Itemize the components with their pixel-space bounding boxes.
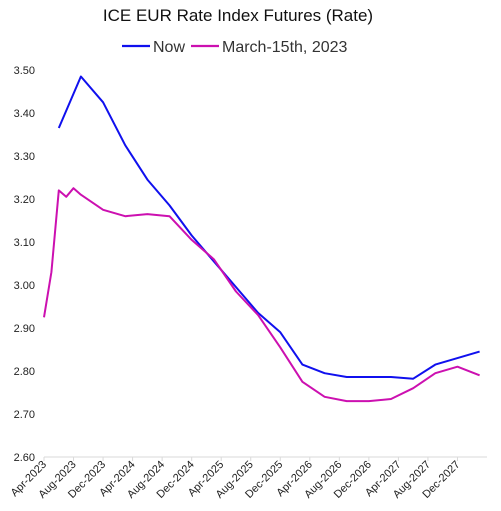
- y-tick-label: 2.80: [14, 366, 35, 378]
- legend-label-march: March-15th, 2023: [222, 39, 348, 56]
- series-line-now: [57, 75, 480, 380]
- y-tick-label: 3.30: [14, 151, 35, 163]
- y-axis-ticks: 2.60 2.70 2.80 2.90 3.00 3.10 3.20 3.30 3.40 3.50: [14, 65, 35, 464]
- legend-label-now: Now: [153, 39, 185, 56]
- y-tick-label: 3.50: [14, 65, 35, 77]
- legend: Now March-15th, 2023: [122, 39, 348, 56]
- y-tick-label: 3.00: [14, 280, 35, 292]
- y-tick-label: 2.60: [14, 452, 35, 464]
- x-axis-ticks: Apr-2023Aug-2023Dec-2023Apr-2024Aug-2024…: [9, 457, 463, 501]
- y-tick-label: 3.40: [14, 108, 35, 120]
- chart-title: ICE EUR Rate Index Futures (Rate): [103, 6, 373, 25]
- series-line-march-15: [43, 187, 480, 403]
- series-group: [43, 75, 480, 403]
- y-tick-label: 3.20: [14, 194, 35, 206]
- y-tick-label: 2.90: [14, 323, 35, 335]
- y-tick-label: 2.70: [14, 409, 35, 421]
- y-tick-label: 3.10: [14, 237, 35, 249]
